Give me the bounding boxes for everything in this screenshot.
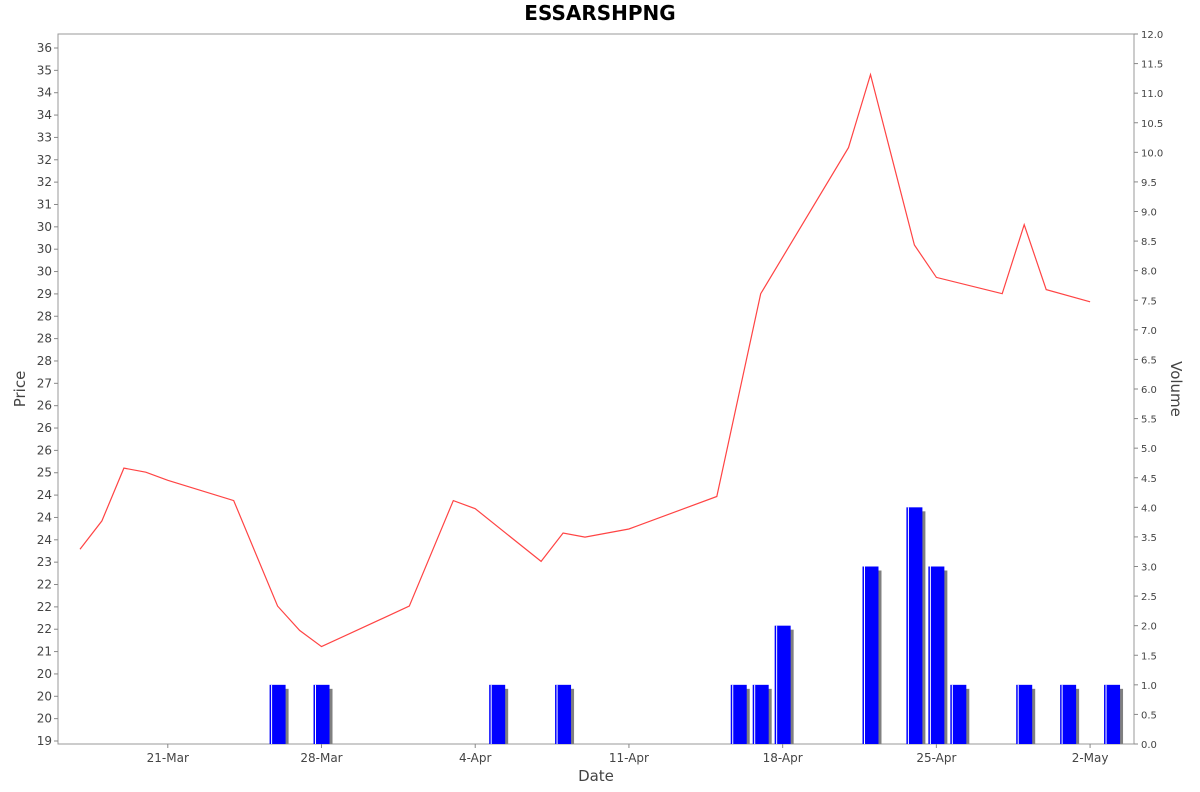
volume-bar bbox=[555, 684, 572, 744]
volume-bar bbox=[752, 684, 769, 744]
volume-tick-label: 5.0 bbox=[1141, 444, 1157, 455]
volume-tick-label: 11.5 bbox=[1141, 60, 1163, 71]
volume-bar bbox=[489, 684, 506, 744]
volume-tick-label: 0.5 bbox=[1141, 710, 1157, 721]
volume-tick-label: 8.5 bbox=[1141, 237, 1157, 248]
volume-bar bbox=[1060, 684, 1077, 744]
price-tick-label: 31 bbox=[37, 197, 52, 211]
price-tick-label: 29 bbox=[37, 287, 52, 301]
price-tick-label: 24 bbox=[37, 510, 52, 524]
volume-bar bbox=[928, 566, 945, 744]
price-tick-label: 20 bbox=[37, 667, 52, 681]
price-tick-label: 28 bbox=[37, 332, 52, 346]
price-line bbox=[79, 72, 1091, 648]
volume-tick-label: 1.5 bbox=[1141, 651, 1157, 662]
volume-bar bbox=[1104, 684, 1121, 744]
price-tick-label: 28 bbox=[37, 354, 52, 368]
price-tick-label: 22 bbox=[37, 600, 52, 614]
volume-tick-label: 12.0 bbox=[1141, 30, 1163, 41]
date-tick-label: 21-Mar bbox=[147, 751, 189, 765]
price-tick-label: 35 bbox=[37, 63, 52, 77]
volume-tick-label: 5.5 bbox=[1141, 415, 1157, 426]
volume-tick-label: 9.0 bbox=[1141, 208, 1157, 219]
price-tick-label: 24 bbox=[37, 533, 52, 547]
x-axis-label: Date bbox=[578, 767, 614, 785]
price-tick-label: 24 bbox=[37, 488, 52, 502]
price-tick-label: 32 bbox=[37, 175, 52, 189]
price-tick-label: 21 bbox=[37, 645, 52, 659]
price-tick-label: 34 bbox=[37, 86, 52, 100]
volume-tick-label: 2.0 bbox=[1141, 622, 1157, 633]
volume-tick-label: 6.5 bbox=[1141, 355, 1157, 366]
volume-tick-label: 9.5 bbox=[1141, 178, 1157, 189]
volume-tick-label: 2.5 bbox=[1141, 592, 1157, 603]
price-tick-label: 27 bbox=[37, 376, 52, 390]
price-tick-label: 26 bbox=[37, 399, 52, 413]
price-tick-label: 28 bbox=[37, 309, 52, 323]
volume-tick-label: 8.0 bbox=[1141, 267, 1157, 278]
price-tick-label: 34 bbox=[37, 108, 52, 122]
price-tick-label: 22 bbox=[37, 578, 52, 592]
volume-bar bbox=[950, 684, 967, 744]
volume-tick-label: 7.0 bbox=[1141, 326, 1157, 337]
date-tick-label: 11-Apr bbox=[609, 751, 649, 765]
volume-tick-label: 11.0 bbox=[1141, 89, 1163, 100]
volume-tick-label: 10.5 bbox=[1141, 119, 1163, 130]
price-tick-label: 19 bbox=[37, 734, 52, 748]
volume-bar bbox=[730, 684, 747, 744]
price-tick-label: 32 bbox=[37, 153, 52, 167]
price-tick-label: 30 bbox=[37, 242, 52, 256]
date-tick-label: 18-Apr bbox=[763, 751, 803, 765]
chart-title: ESSARSHPNG bbox=[524, 1, 675, 25]
volume-bar bbox=[862, 566, 879, 744]
volume-tick-label: 4.0 bbox=[1141, 503, 1157, 514]
y2-axis-label: Volume bbox=[1167, 361, 1185, 417]
volume-tick-label: 1.0 bbox=[1141, 681, 1157, 692]
date-tick-label: 25-Apr bbox=[916, 751, 956, 765]
price-tick-label: 26 bbox=[37, 443, 52, 457]
price-tick-label: 20 bbox=[37, 712, 52, 726]
y-axis-label: Price bbox=[11, 371, 29, 408]
volume-bars bbox=[269, 507, 1124, 744]
volume-tick-label: 3.0 bbox=[1141, 563, 1157, 574]
price-tick-label: 30 bbox=[37, 265, 52, 279]
price-tick-label: 33 bbox=[37, 130, 52, 144]
date-axis: 21-Mar 28-Mar 4-Apr 11-Apr 18-Apr 25-Apr 2-May bbox=[147, 744, 1109, 765]
price-tick-label: 23 bbox=[37, 555, 52, 569]
volume-tick-label: 7.5 bbox=[1141, 296, 1157, 307]
volume-bar bbox=[906, 507, 923, 744]
volume-axis: 0.0 0.5 1.0 1.5 2.0 2.5 3.0 3.5 4.0 4.5 5.0 5.5 6.0 6… bbox=[1134, 30, 1163, 751]
price-tick-label: 25 bbox=[37, 466, 52, 480]
volume-tick-label: 0.0 bbox=[1141, 740, 1157, 751]
volume-bar bbox=[774, 625, 791, 744]
volume-bar bbox=[269, 684, 286, 744]
volume-bar bbox=[1016, 684, 1033, 744]
date-tick-label: 4-Apr bbox=[459, 751, 492, 765]
date-tick-label: 2-May bbox=[1072, 751, 1109, 765]
plot-area bbox=[57, 33, 1135, 745]
price-series-line bbox=[79, 72, 1091, 648]
volume-tick-label: 10.0 bbox=[1141, 148, 1163, 159]
price-tick-label: 30 bbox=[37, 220, 52, 234]
date-tick-label: 28-Mar bbox=[300, 751, 342, 765]
price-tick-label: 36 bbox=[37, 41, 52, 55]
volume-tick-label: 6.0 bbox=[1141, 385, 1157, 396]
price-tick-label: 26 bbox=[37, 421, 52, 435]
price-axis: 19 20 20 20 21 22 22 22 23 24 24 24 25 26 26 26 27 28 28 28… bbox=[37, 41, 58, 748]
price-tick-label: 22 bbox=[37, 622, 52, 636]
price-tick-label: 20 bbox=[37, 689, 52, 703]
volume-bar bbox=[313, 684, 330, 744]
volume-tick-label: 3.5 bbox=[1141, 533, 1157, 544]
volume-tick-label: 4.5 bbox=[1141, 474, 1157, 485]
